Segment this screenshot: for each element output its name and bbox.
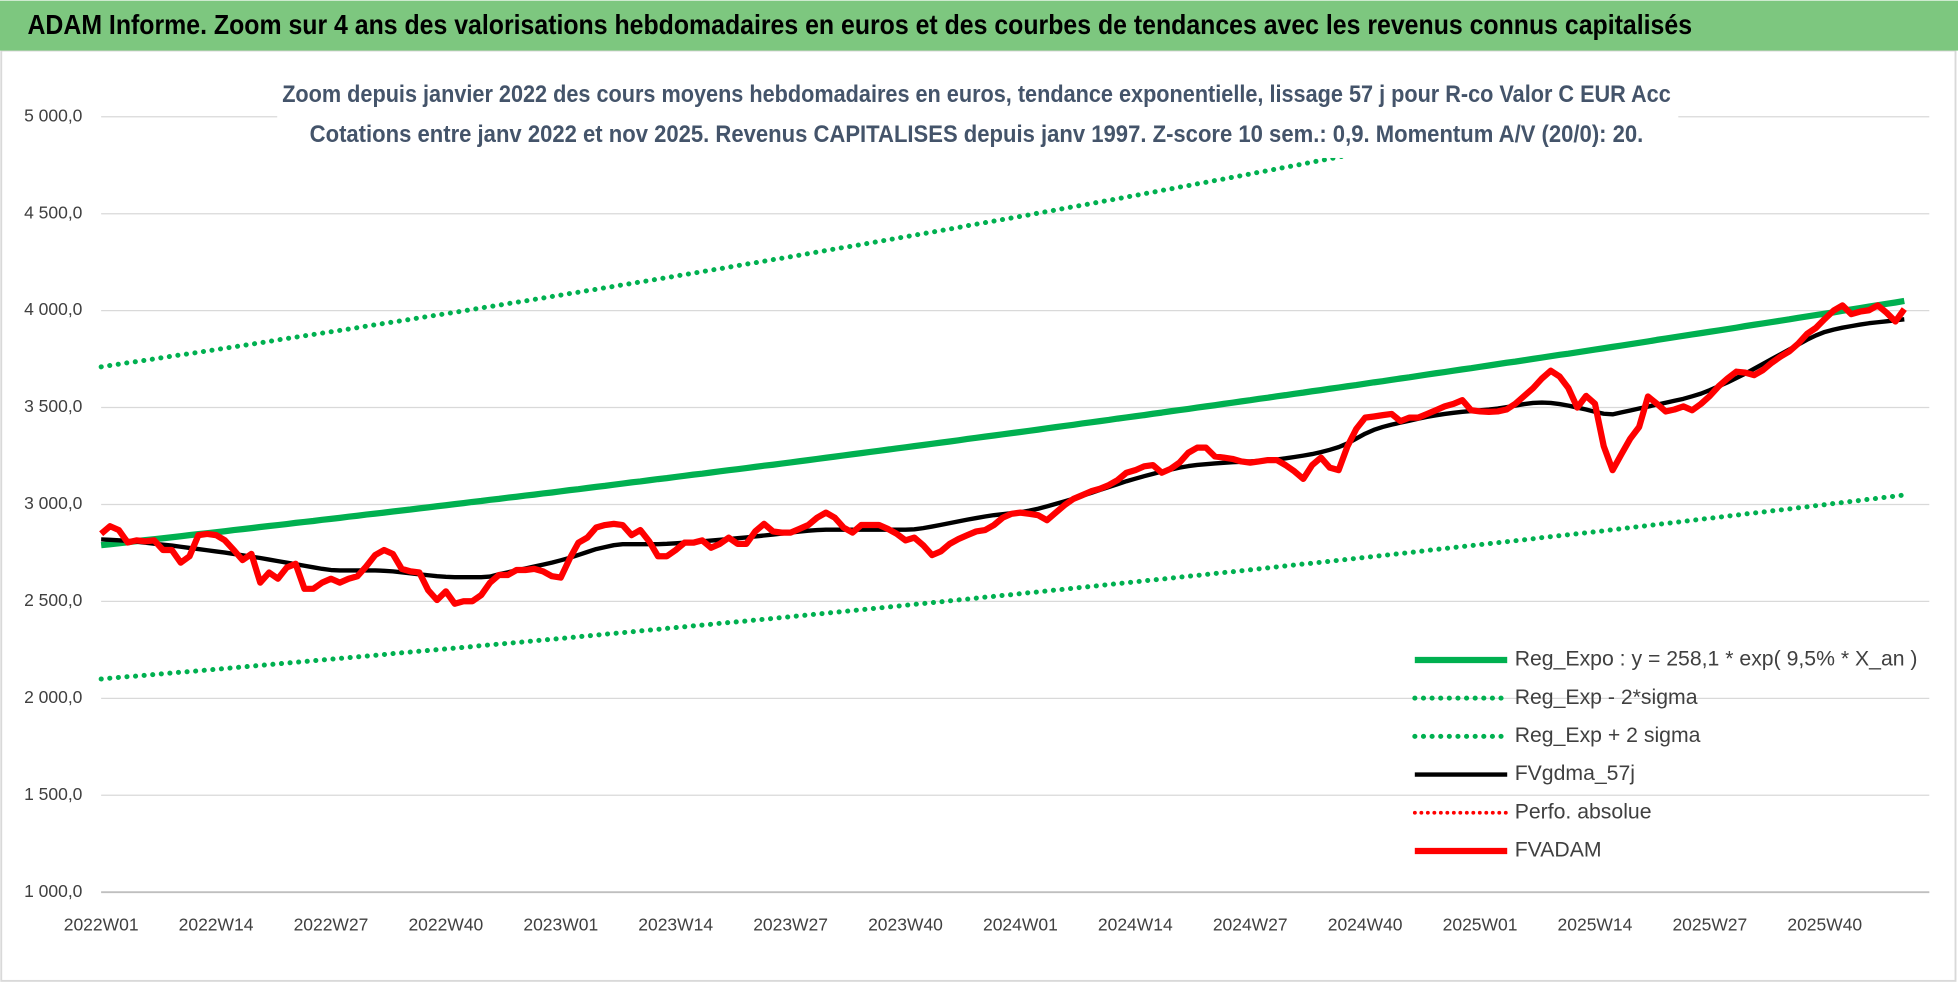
y-tick-label: 5 000,0 — [24, 105, 83, 125]
legend-label: FVADAM — [1515, 839, 1602, 862]
series-line — [99, 302, 1907, 607]
x-tick-label: 2022W14 — [179, 915, 254, 935]
x-tick-label: 2024W40 — [1328, 915, 1403, 935]
x-tick-label: 2023W27 — [753, 915, 828, 935]
y-tick-label: 4 000,0 — [24, 299, 83, 319]
header-band — [0, 0, 1958, 51]
y-tick-label: 2 000,0 — [24, 687, 83, 707]
x-tick-label: 2023W40 — [868, 915, 943, 935]
y-tick-label: 4 500,0 — [24, 202, 83, 222]
y-tick-label: 1 000,0 — [24, 881, 83, 901]
legend-label: Reg_Expo : y = 258,1 * exp( 9,5% * X_an … — [1515, 648, 1918, 671]
header: ADAM Informe. Zoom sur 4 ans des valoris… — [27, 9, 1692, 40]
legend: Reg_Expo : y = 258,1 * exp( 9,5% * X_an … — [1412, 648, 1918, 862]
x-tick-label: 2022W01 — [64, 915, 139, 935]
x-tick-label: 2024W14 — [1098, 915, 1173, 935]
y-tick-label: 1 500,0 — [24, 784, 83, 804]
y-tick-label: 2 500,0 — [24, 590, 83, 610]
legend-label: FVgdma_57j — [1515, 762, 1635, 785]
x-tick-label: 2023W14 — [638, 915, 713, 935]
legend-label: Reg_Exp + 2 sigma — [1515, 724, 1701, 747]
series-line — [101, 317, 1905, 580]
x-tick-label: 2022W40 — [408, 915, 483, 935]
title-box — [277, 75, 1679, 158]
x-tick-label: 2022W27 — [294, 915, 369, 935]
y-tick-label: 3 000,0 — [24, 493, 83, 513]
chart-title: Zoom depuis janvier 2022 des cours moyen… — [282, 82, 1671, 108]
chart-subtitle: Cotations entre janv 2022 et nov 2025. R… — [310, 122, 1644, 148]
x-tick-label: 2025W27 — [1672, 915, 1747, 935]
x-tick-label: 2025W40 — [1787, 915, 1862, 935]
series-line — [98, 492, 1907, 682]
y-tick-label: 3 500,0 — [24, 396, 83, 416]
legend-label: Reg_Exp - 2*sigma — [1515, 686, 1698, 709]
plot: 1 000,0 1 500,0 2 000,0 2 500,0 3 000,0 3 500… — [24, 105, 1930, 935]
legend-label: Perfo. absolue — [1515, 800, 1652, 823]
x-tick-label: 2025W14 — [1558, 915, 1633, 935]
series-line — [98, 116, 1558, 370]
x-tick-label: 2025W01 — [1443, 915, 1518, 935]
series-line — [100, 297, 1905, 549]
x-tick-label: 2023W01 — [523, 915, 598, 935]
x-tick-label: 2024W01 — [983, 915, 1058, 935]
x-tick-label: 2024W27 — [1213, 915, 1288, 935]
